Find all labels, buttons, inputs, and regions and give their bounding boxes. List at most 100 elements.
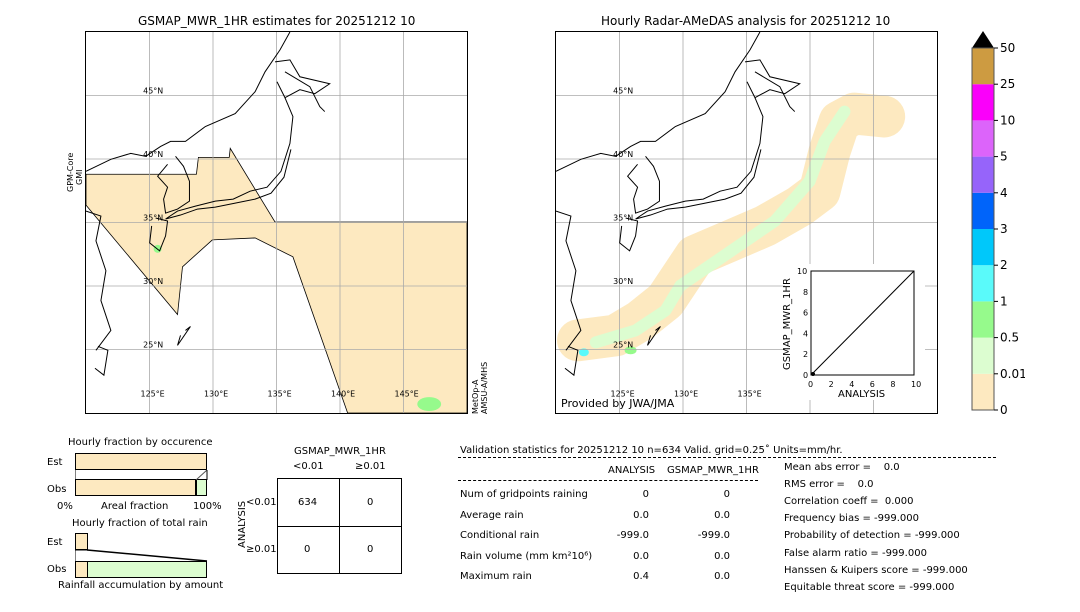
score-line: Frequency bias = -999.000 [784,513,919,525]
stat-label: Maximum rain [460,571,532,582]
sensor-label-right: MetOp-A [471,379,480,414]
colorbar-label: 0 [1000,403,1008,417]
lon-label: 125°E [611,389,635,398]
coastline [156,156,190,214]
coastline [619,217,639,252]
colorbar-segment [972,373,994,410]
stat-gsmap-value: -999.0 [697,530,730,541]
coastline [85,210,112,351]
colorbar-segment [972,337,994,374]
colorbar-segment [972,192,994,229]
coastline [85,31,291,172]
left-map-title: GSMAP_MWR_1HR estimates for 20251212 10 [138,14,416,28]
colorbar-segment [972,156,994,193]
stat-analysis-value: -999.0 [616,530,649,541]
row-header: <0.01 [246,497,277,508]
stat-gsmap-value: 0 [723,489,730,500]
total-rain-est-bar [75,533,88,550]
lon-label: 130°E [674,389,698,398]
total-rain-obs-bar-heavy [87,561,207,578]
score-line: Hanssen & Kuipers score = -999.000 [784,564,968,576]
right-map: 45°N 40°N 35°N 30°N 25°N 125°E 130°E 135°E [555,31,938,414]
stat-analysis-value: 0.4 [633,571,649,582]
coastline [284,71,326,112]
left-map-canvas: 45°N 40°N 35°N 30°N 25°N 125°E 130°E 135°E 140°E… [85,31,468,414]
colorbar-label: 50 [1000,41,1015,55]
divider [458,457,996,458]
coastline [274,59,331,99]
occurrence-obs-bar-dry [75,479,196,496]
inset-xlabel: ANALYSIS [838,389,886,400]
colorbar-label: 0.5 [1000,331,1019,345]
data-point [811,372,815,376]
obs-label: Obs [47,564,67,575]
est-label: Est [47,537,63,548]
sensor-label-right-2: AMSU-A/MHS [480,361,489,414]
inset-ytick: 8 [803,288,808,297]
lon-label: 125°E [141,389,165,398]
coastline [555,31,761,172]
total-rain-xlabel: Rainfall accumulation by amount [58,580,224,591]
cell: 0 [304,544,311,555]
colorbar-segment [972,229,994,266]
colorbar-label: 2 [1000,258,1008,272]
inset-ytick: 6 [803,309,808,318]
inset-xtick: 4 [849,380,854,389]
inset-xtick: 6 [870,380,875,389]
colorbar-label: 25 [1000,77,1015,91]
col-header: <0.01 [293,461,324,472]
coastline [165,97,294,220]
occurrence-est-bar [75,453,207,470]
stat-analysis-value: 0.0 [633,509,649,521]
coastline [754,71,796,112]
lon-label: 145°E [395,389,419,398]
coastline [94,345,109,377]
lon-label: 140°E [331,389,355,398]
score-line: Probability of detection = -999.000 [784,530,960,542]
lat-label: 35°N [143,214,163,223]
one-to-one-line [810,270,915,376]
stats-header: Validation statistics for 20251212 10 n=… [460,445,843,456]
score-line: RMS error = 0.0 [784,479,874,491]
coastline [555,210,582,351]
stat-gsmap-value: 0.0 [714,571,730,582]
stats-col-header: ANALYSIS [608,465,656,476]
coastline [177,326,191,346]
cell: 634 [298,497,318,508]
coastline [635,97,764,220]
lat-label: 45°N [613,87,633,96]
occurrence-connector [75,469,208,481]
lat-label: 25°N [613,341,633,350]
coastline [149,217,169,252]
rain-patch [624,346,637,355]
stat-label: Conditional rain [460,530,540,541]
colorbar-label: 1 [1000,294,1008,308]
stat-label: Rain volume (mm km²10⁶) [460,550,593,562]
stat-gsmap-value: 0.0 [714,550,730,562]
rain-patch [417,397,442,412]
lon-label: 135°E [268,389,292,398]
lat-label: 40°N [143,150,163,159]
lat-label: 30°N [143,277,163,286]
stat-label: Average rain [460,509,524,521]
coastline [626,156,660,214]
est-label: Est [47,457,63,468]
coastline [647,326,661,346]
colorbar-label: 0.01 [1000,367,1025,381]
inset-xtick: 0 [808,380,813,389]
colorbar-segment [972,301,994,338]
score-line: False alarm ratio = -999.000 [784,547,927,559]
inset-xtick: 2 [829,380,834,389]
score-line: Mean abs error = 0.0 [784,462,900,473]
inset-ytick: 2 [803,350,808,359]
rain-patch [578,348,589,357]
colorbar: 0 0.01 0.5 1 2 3 4 5 10 25 50 [971,31,1025,417]
sensor-label-left: GPM-Core [66,152,75,192]
lat-label: 25°N [143,341,163,350]
occurrence-title: Hourly fraction by occurence [68,437,213,448]
sensor-label-left-2: GMI [75,169,84,185]
divider [277,526,402,527]
stats-col-header: GSMAP_MWR_1HR [667,465,759,476]
right-map-title: Hourly Radar-AMeDAS analysis for 2025121… [601,14,891,28]
lon-label: 135°E [738,389,762,398]
